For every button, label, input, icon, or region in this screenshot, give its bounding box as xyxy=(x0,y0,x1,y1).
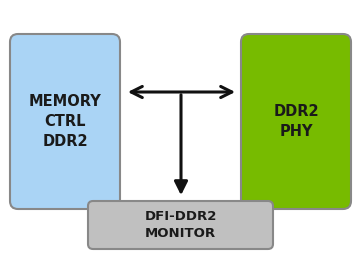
Text: DFI-DDR2
MONITOR: DFI-DDR2 MONITOR xyxy=(144,210,217,240)
Text: MEMORY
CTRL
DDR2: MEMORY CTRL DDR2 xyxy=(29,94,101,149)
FancyBboxPatch shape xyxy=(241,34,351,209)
FancyBboxPatch shape xyxy=(10,34,120,209)
Text: DDR2
PHY: DDR2 PHY xyxy=(273,104,319,139)
FancyBboxPatch shape xyxy=(88,201,273,249)
